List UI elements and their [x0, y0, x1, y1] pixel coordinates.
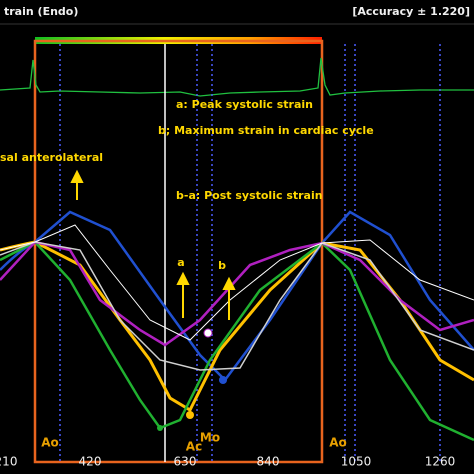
peak-marker	[157, 425, 163, 431]
ecg-trace	[0, 57, 474, 97]
segment-name: sal anterolateral	[0, 151, 103, 164]
event-label: Mo	[200, 431, 220, 445]
arrow-label: a	[177, 256, 184, 269]
peak-marker	[203, 328, 213, 338]
panel-title: train (Endo)	[4, 5, 78, 18]
peak-marker	[186, 411, 194, 419]
arrow-label: b	[218, 259, 226, 272]
event-label: Ao	[329, 436, 347, 450]
x-tick-label: 1260	[425, 455, 456, 469]
event-label: Ac	[186, 440, 202, 454]
peak-marker	[219, 376, 227, 384]
x-tick-label: 1050	[341, 455, 372, 469]
x-tick-label: 420	[79, 455, 102, 469]
arrows	[70, 169, 236, 320]
accuracy: [Accuracy ± 1.220]	[352, 5, 470, 18]
event-label: Ao	[41, 436, 59, 450]
cycle-frame	[33, 39, 324, 464]
x-tick-label: 630	[174, 455, 197, 469]
x-tick-label: 210	[0, 455, 17, 469]
annotation: b; Maximum strain in cardiac cycle	[158, 124, 374, 137]
labels: sal anterolateral a: Peak systolic strain…	[0, 98, 455, 469]
x-tick-label: 840	[257, 455, 280, 469]
strain-curves	[0, 210, 474, 442]
annotation: a: Peak systolic strain	[176, 98, 313, 111]
annotation: b-a: Post systolic strain	[176, 189, 323, 202]
